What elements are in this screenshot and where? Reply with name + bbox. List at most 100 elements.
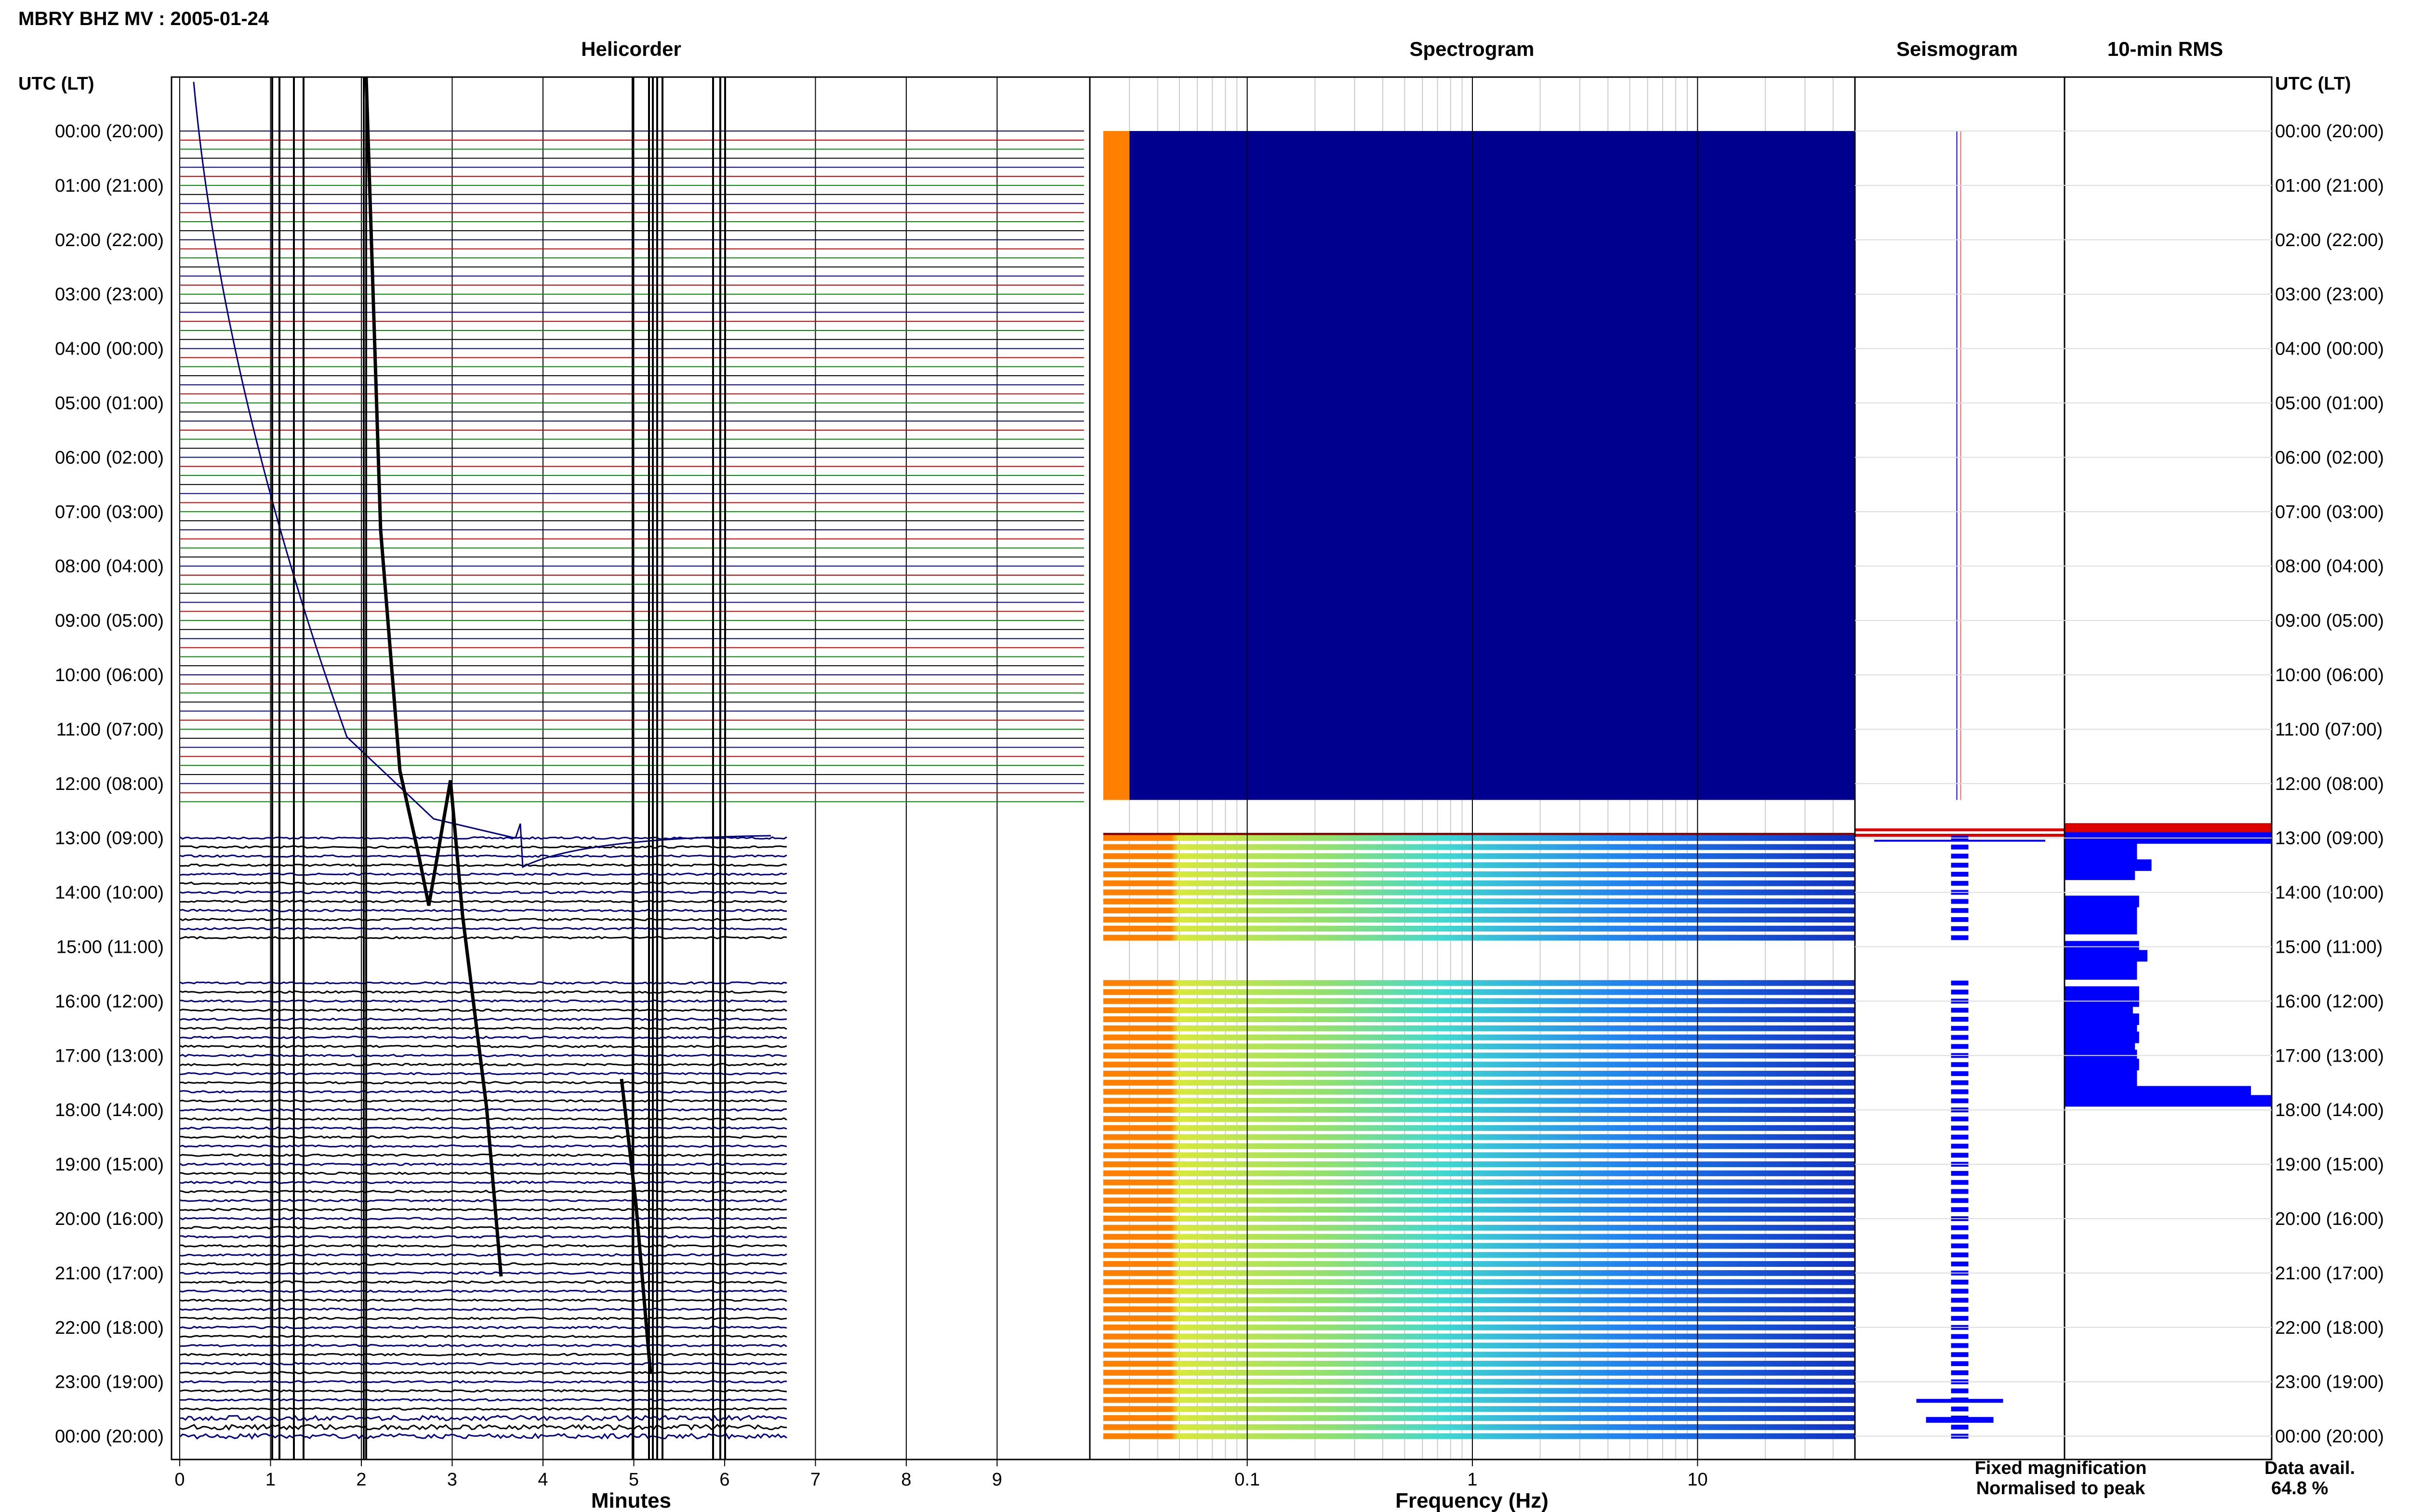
seismogram-row xyxy=(1951,1315,1969,1321)
seismogram-row xyxy=(1951,1125,1969,1131)
helicorder-trace xyxy=(179,1389,787,1393)
helicorder-trace xyxy=(179,1189,787,1194)
seismogram-row xyxy=(1951,1361,1969,1367)
seismogram-row xyxy=(1951,1370,1969,1375)
time-tick-label-right: 07:00 (03:00) xyxy=(2275,502,2384,522)
spectrogram-row xyxy=(1103,1116,1855,1122)
spectrogram-row xyxy=(1103,1025,1855,1031)
seismogram-row xyxy=(1951,989,1969,995)
spectrogram-row xyxy=(1103,1070,1855,1077)
figure-title: MBRY BHZ MV : 2005-01-24 xyxy=(18,8,269,29)
spectrogram-row xyxy=(1103,1188,1855,1195)
helicorder-trace xyxy=(179,1307,787,1311)
spectrogram-row xyxy=(1103,1216,1855,1222)
time-tick-label-right: 20:00 (16:00) xyxy=(2275,1209,2384,1229)
helicorder-trace xyxy=(179,1162,787,1166)
spectrogram-row xyxy=(1103,925,1855,932)
spectrogram-row xyxy=(1103,1224,1855,1231)
helicorder-trace xyxy=(179,1126,787,1130)
helicorder-drift-trace xyxy=(193,81,771,868)
time-tick-label-right: 04:00 (00:00) xyxy=(2275,339,2384,359)
spectrogram-row xyxy=(1103,889,1855,895)
seismogram-row xyxy=(1951,1026,1969,1031)
spectrogram-row xyxy=(1103,1433,1855,1439)
time-tick-label-right: 06:00 (02:00) xyxy=(2275,447,2384,468)
helicorder-trace xyxy=(179,918,787,921)
helicorder-trace xyxy=(179,1181,787,1184)
helicorder-trace xyxy=(179,1017,787,1021)
seismogram-row xyxy=(1951,1243,1969,1249)
seismogram-row xyxy=(1951,1288,1969,1294)
spectrogram-low-freq-band xyxy=(1103,131,1130,800)
spectrogram-row xyxy=(1103,1170,1855,1176)
helicorder-event-trace xyxy=(620,1078,652,1373)
helicorder-trace xyxy=(179,1171,787,1175)
seismogram-row xyxy=(1951,1234,1969,1239)
helicorder-trace xyxy=(179,1414,787,1421)
rms-frame xyxy=(2064,76,2273,1460)
time-tick-label-right: 11:00 (07:00) xyxy=(2275,720,2383,740)
spectrogram-row xyxy=(1103,1369,1855,1376)
spectrogram-x-tick-label: 0.1 xyxy=(1234,1470,1260,1490)
seismogram-row xyxy=(1951,1180,1969,1185)
seismogram-row xyxy=(1951,1098,1969,1104)
time-tick-label-right: 19:00 (15:00) xyxy=(2275,1155,2384,1175)
spectrogram-row xyxy=(1103,998,1855,1004)
time-tick-label-left: 15:00 (11:00) xyxy=(56,937,164,958)
seismogram-row xyxy=(1951,871,1969,877)
spectrogram-row xyxy=(1103,853,1855,859)
helicorder-trace xyxy=(179,1316,787,1320)
seismogram-row xyxy=(1951,1207,1969,1212)
spectrogram-row xyxy=(1103,1270,1855,1276)
helicorder-trace xyxy=(179,1326,787,1329)
seismogram-row xyxy=(1951,1071,1969,1076)
helicorder-trace xyxy=(179,1423,787,1431)
helicorder-x-tick-label: 1 xyxy=(265,1470,276,1490)
helicorder-x-tick-label: 2 xyxy=(356,1470,366,1490)
helicorder-trace xyxy=(179,1289,787,1293)
time-tick-label-left: 10:00 (06:00) xyxy=(55,665,164,685)
helicorder-x-tick-label: 4 xyxy=(538,1470,548,1490)
seismogram-row xyxy=(1951,1279,1969,1285)
seismogram-row xyxy=(1951,1198,1969,1203)
helicorder-trace xyxy=(180,1244,787,1248)
helicorder-trace xyxy=(179,1144,787,1148)
spectrogram-row xyxy=(1103,1297,1855,1303)
spectrogram-row xyxy=(1103,1062,1855,1068)
helicorder-trace xyxy=(179,927,787,931)
spectrogram-row xyxy=(1103,1424,1855,1430)
spectrogram-row xyxy=(1103,844,1855,850)
helicorder-trace xyxy=(179,863,787,867)
time-tick-label-left: 03:00 (23:00) xyxy=(55,285,164,305)
seismogram-row xyxy=(1951,1170,1969,1176)
time-tick-label-left: 21:00 (17:00) xyxy=(55,1263,164,1284)
seismogram-row-large xyxy=(1916,1399,2003,1403)
time-tick-label-left: 01:00 (21:00) xyxy=(55,176,164,196)
time-tick-label-left: 00:00 (20:00) xyxy=(55,1427,164,1447)
seismogram-row-large xyxy=(1926,1417,1994,1423)
spectrogram-row xyxy=(1103,1197,1855,1204)
time-tick-label-right: 18:00 (14:00) xyxy=(2275,1100,2384,1120)
seismogram-row xyxy=(1951,1080,1969,1085)
seismogram-row xyxy=(1951,1252,1969,1258)
spectrogram-x-tick-label: 10 xyxy=(1687,1470,1707,1490)
time-tick-label-left: 17:00 (13:00) xyxy=(55,1046,164,1066)
helicorder-trace xyxy=(179,1380,787,1384)
helicorder-trace xyxy=(179,872,787,876)
seismogram-row xyxy=(1951,980,1969,986)
spectrogram-row xyxy=(1103,1034,1855,1040)
helicorder-title: Helicorder xyxy=(581,38,681,60)
seismogram-row xyxy=(1951,844,1969,850)
rms-panel xyxy=(1855,76,2273,1460)
helicorder-trace xyxy=(179,1153,787,1157)
rms-bar xyxy=(2065,868,2135,880)
helicorder-trace xyxy=(179,1053,787,1057)
helicorder-trace xyxy=(179,854,787,858)
spectrogram-row xyxy=(1103,1379,1855,1385)
spectrogram-row xyxy=(1103,989,1855,995)
spectrogram-row xyxy=(1103,1043,1855,1050)
helicorder-trace xyxy=(179,908,787,912)
spectrogram-row xyxy=(1103,934,1855,941)
time-tick-label-right: 12:00 (08:00) xyxy=(2275,774,2384,794)
